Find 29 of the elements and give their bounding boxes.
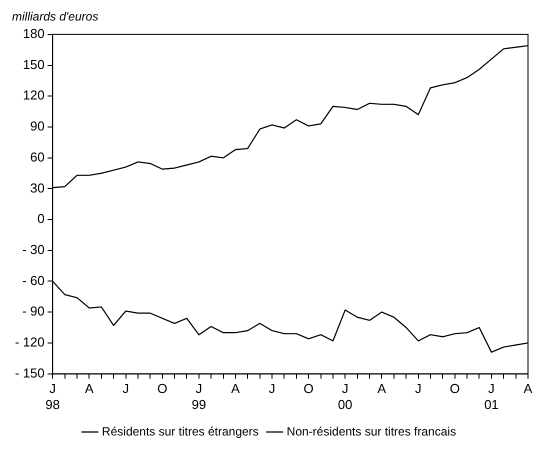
y-tick-label: 120 bbox=[22, 88, 45, 103]
x-tick-label: J bbox=[122, 381, 130, 396]
x-tick-label: J 99 bbox=[192, 381, 206, 412]
x-tick-label: J 98 bbox=[45, 381, 60, 412]
y-tick-label: 180 bbox=[22, 26, 45, 41]
y-tick-label: - 90 bbox=[22, 304, 45, 319]
x-tick-label: A bbox=[524, 381, 533, 396]
legend-label: Résidents sur titres étrangers bbox=[102, 424, 259, 438]
x-tick-label: A bbox=[377, 381, 386, 396]
y-axis-title: milliards d'euros bbox=[12, 10, 98, 24]
x-tick-label: A bbox=[84, 381, 94, 396]
x-tick-label: A bbox=[231, 381, 240, 396]
y-tick-label: 30 bbox=[30, 180, 45, 196]
y-tick-label: 0 bbox=[37, 211, 45, 226]
y-tick-label: - 150 bbox=[14, 365, 45, 380]
x-tick-label: J 01 bbox=[484, 381, 499, 412]
x-tick-label: O bbox=[304, 381, 314, 396]
y-tick-label: - 60 bbox=[22, 272, 45, 288]
x-tick-label: J 00 bbox=[338, 381, 352, 412]
x-tick-label: J bbox=[268, 381, 276, 396]
y-tick-label: - 30 bbox=[22, 242, 45, 257]
legend-label: Non-résidents sur titres francais bbox=[286, 424, 456, 438]
x-tick-label: O bbox=[157, 381, 168, 396]
y-tick-label: 150 bbox=[22, 56, 45, 72]
y-tick-label: 90 bbox=[30, 118, 45, 134]
x-tick-label: J bbox=[415, 381, 422, 396]
y-tick-label: - 120 bbox=[14, 334, 45, 350]
y-tick-label: 60 bbox=[30, 149, 45, 164]
x-tick-label: O bbox=[450, 381, 460, 396]
